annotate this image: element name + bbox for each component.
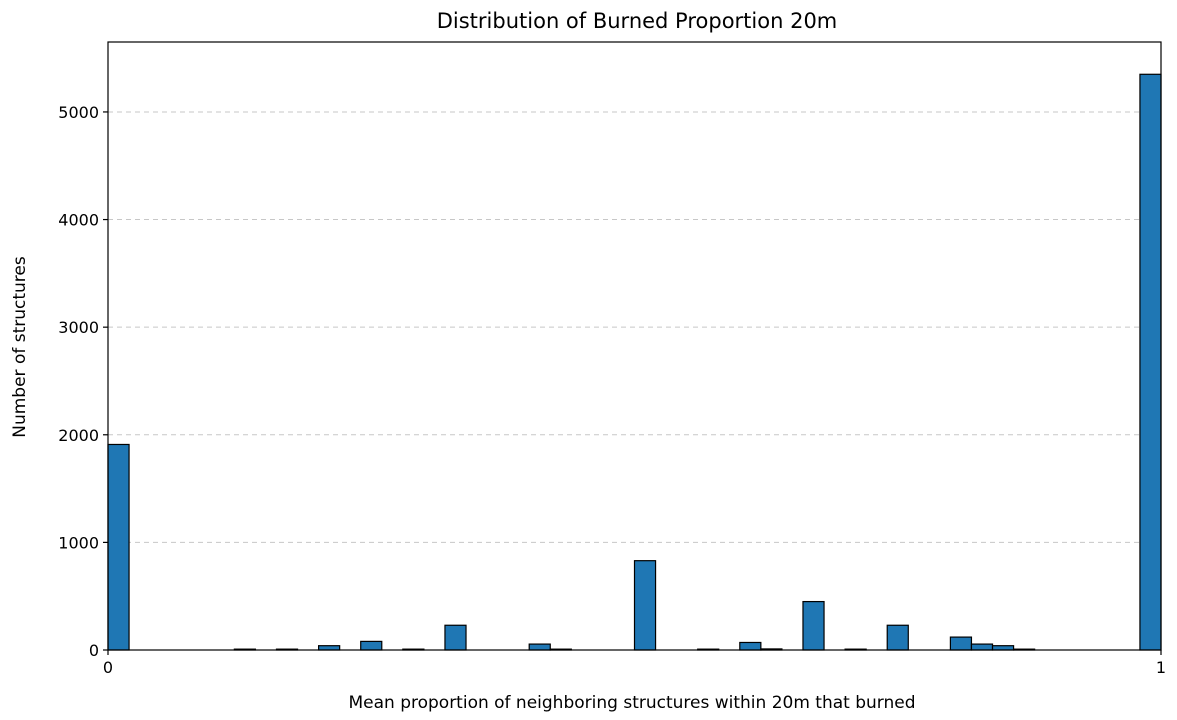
y-tick-label: 5000: [58, 103, 99, 122]
y-tick-label: 4000: [58, 211, 99, 230]
histogram-bar: [1139, 73, 1162, 651]
y-axis-ticks: 0 1000 2000 3000 4000 5000: [58, 103, 108, 660]
y-axis-label: Number of structures: [10, 256, 30, 438]
x-tick-label: 0: [103, 658, 113, 677]
x-tick-label: 1: [1156, 658, 1166, 677]
grid-lines: [108, 111, 1161, 543]
histogram-bar: [886, 624, 909, 651]
y-tick-label: 1000: [58, 533, 99, 552]
histogram-bar: [970, 643, 994, 651]
y-tick-label: 0: [89, 641, 99, 660]
plot-frame: [107, 41, 1162, 651]
histogram-bar: [318, 645, 341, 651]
histogram-bar: [949, 636, 973, 651]
x-axis-label: Mean proportion of neighboring structure…: [348, 693, 915, 713]
bars: [107, 73, 1162, 651]
y-tick-label: 2000: [58, 426, 99, 445]
histogram-bar: [444, 624, 467, 651]
y-tick-label: 3000: [58, 318, 99, 337]
histogram-bar: [991, 645, 1015, 651]
histogram-bar: [739, 641, 762, 651]
histogram-bar: [528, 643, 551, 651]
histogram-bar: [802, 600, 825, 651]
histogram-bar: [360, 640, 383, 651]
chart-title: Distribution of Burned Proportion 20m: [437, 9, 838, 33]
histogram-bar: [633, 560, 657, 651]
histogram-bar: [107, 443, 130, 651]
